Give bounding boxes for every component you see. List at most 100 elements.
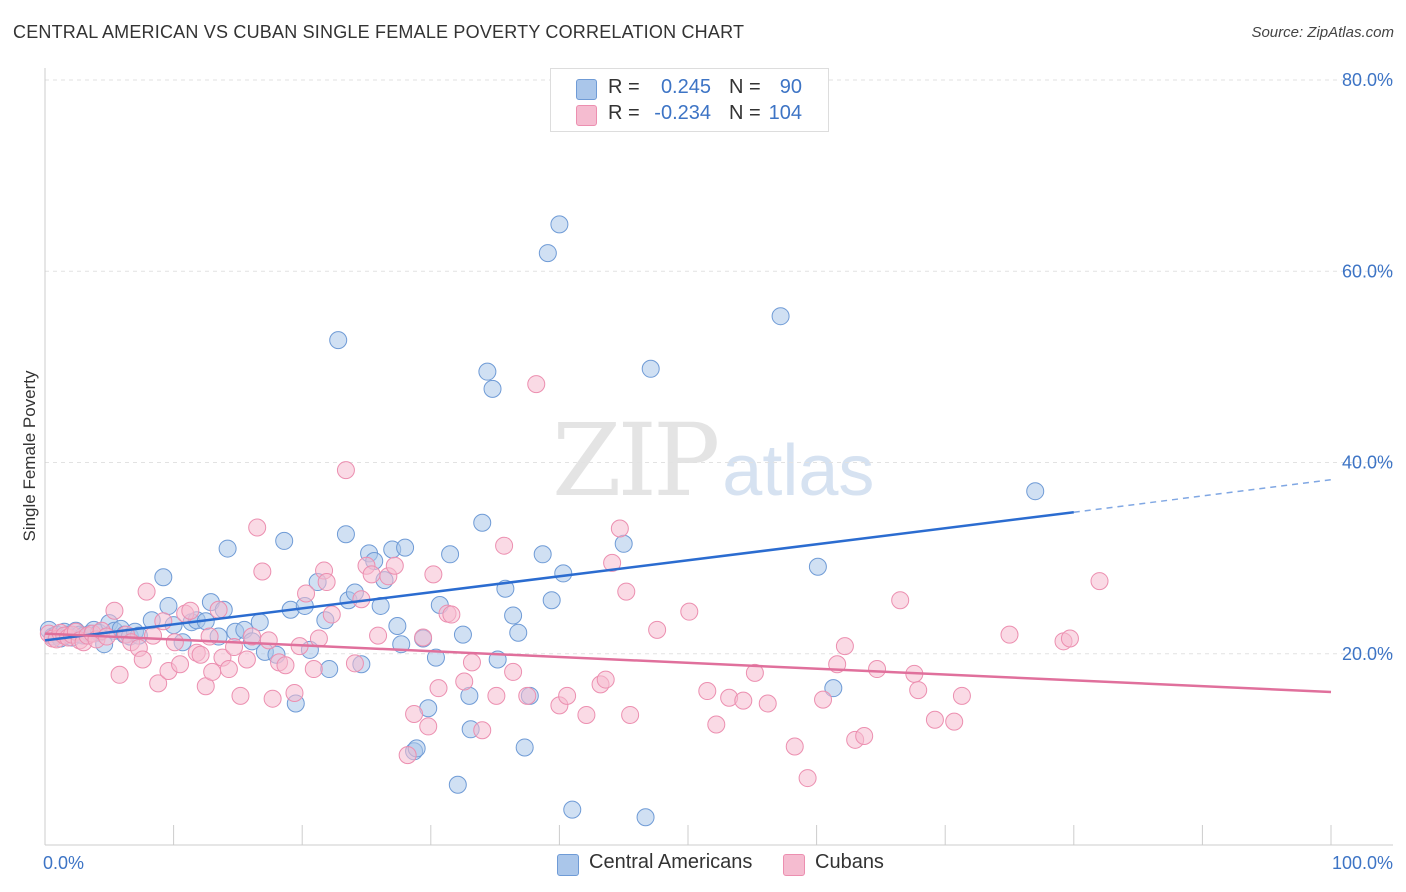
central-american-point [542, 591, 561, 610]
central-american-point [275, 531, 294, 550]
cuban-point [191, 645, 210, 664]
cuban-point [105, 601, 124, 620]
central-american-point [320, 660, 339, 679]
x-tick-label-min: 0.0% [43, 853, 84, 873]
central-american-point [824, 679, 843, 698]
legend-row-cuban: R = -0.234 N = 104 [551, 102, 828, 126]
cuban-legend-label: Cubans [815, 851, 884, 873]
cuban-r-value: -0.234 [654, 102, 711, 124]
cuban-point [745, 663, 764, 682]
cuban-point [424, 565, 443, 584]
cuban-points [39, 375, 1109, 788]
cuban-point [285, 683, 304, 702]
cuban-point [237, 650, 256, 669]
cuban-point [596, 670, 615, 689]
n-label: N = [729, 102, 761, 124]
gridlines [45, 79, 1393, 655]
cuban-legend-swatch [783, 854, 805, 876]
chart-title: CENTRAL AMERICAN VS CUBAN SINGLE FEMALE … [13, 22, 745, 42]
central-trend-extension [1073, 478, 1332, 513]
y-axis-label: Single Female Poverty [20, 370, 39, 542]
central-american-point [533, 545, 552, 564]
cuban-point [473, 721, 492, 740]
cuban-n-value: 104 [768, 102, 802, 124]
central-american-point [641, 359, 660, 378]
cuban-point [442, 605, 461, 624]
cuban-point [137, 582, 156, 601]
central-r-value: 0.245 [660, 76, 711, 98]
central-american-point [515, 738, 534, 757]
central-american-point [509, 623, 528, 642]
cuban-point [814, 690, 833, 709]
cuban-point [419, 717, 438, 736]
cuban-point [429, 679, 448, 698]
cuban-point [297, 584, 316, 603]
axes [44, 68, 1393, 846]
central-american-point [453, 625, 472, 644]
central-american-point [538, 244, 557, 263]
cuban-point [648, 620, 667, 639]
central-american-point [426, 648, 445, 667]
cuban-point [165, 633, 184, 652]
central-legend-swatch [557, 854, 579, 876]
cuban-point [734, 691, 753, 710]
central-american-point [563, 800, 582, 819]
central-american-point [771, 307, 790, 326]
cuban-point [909, 681, 928, 700]
cuban-point [309, 629, 328, 648]
cuban-point [276, 656, 295, 675]
cuban-point [133, 650, 152, 669]
central-american-point [483, 379, 502, 398]
x-tick-label-max: 100.0% [1332, 853, 1393, 873]
central-american-point [336, 525, 355, 544]
cuban-point [487, 686, 506, 705]
cuban-point [1000, 625, 1019, 644]
y-tick-label: 80.0% [1342, 70, 1393, 90]
cuban-point [603, 553, 622, 572]
cuban-point [414, 628, 433, 647]
cuban-point [835, 637, 854, 656]
cuban-point [144, 626, 163, 645]
y-tick-label: 40.0% [1342, 453, 1393, 473]
cuban-point [758, 694, 777, 713]
source-label: Source: ZipAtlas.com [1251, 24, 1394, 41]
central-american-point [614, 534, 633, 553]
tick-labels: 20.0% 40.0% 60.0% 80.0% 0.0% 100.0% [43, 70, 1393, 873]
cuban-point [362, 565, 381, 584]
cuban-point [259, 631, 278, 650]
cuban-point [263, 689, 282, 708]
central-n-value: 90 [779, 76, 802, 98]
y-tick-label: 60.0% [1342, 261, 1393, 281]
n-label: N = [729, 76, 761, 98]
cuban-point [798, 769, 817, 788]
cuban-point [243, 627, 262, 646]
cuban-point [1090, 572, 1109, 591]
cuban-point [925, 710, 944, 729]
cuban-point [952, 686, 971, 705]
watermark-atlas: atlas [722, 431, 875, 511]
cuban-point [680, 602, 699, 621]
cuban-point [253, 562, 272, 581]
central-american-point [448, 775, 467, 794]
r-label: R = [608, 102, 640, 124]
cuban-trend-line [44, 632, 1332, 694]
cuban-point [345, 654, 364, 673]
cuban-point [455, 672, 474, 691]
cuban-point [317, 573, 336, 592]
cuban-point [1060, 629, 1079, 648]
cuban-point [209, 600, 228, 619]
cuban-point [149, 674, 168, 693]
central-american-point [504, 606, 523, 625]
central-american-point [441, 545, 460, 564]
cuban-point [181, 601, 200, 620]
cuban-point [171, 655, 190, 674]
central-swatch [576, 79, 597, 100]
cuban-point [617, 582, 636, 601]
cuban-point [495, 536, 514, 555]
y-tick-label: 20.0% [1342, 644, 1393, 664]
cuban-point [405, 704, 424, 723]
cuban-point [868, 660, 887, 679]
central-american-point [388, 617, 407, 636]
watermark: ZIPatlas [552, 402, 874, 519]
